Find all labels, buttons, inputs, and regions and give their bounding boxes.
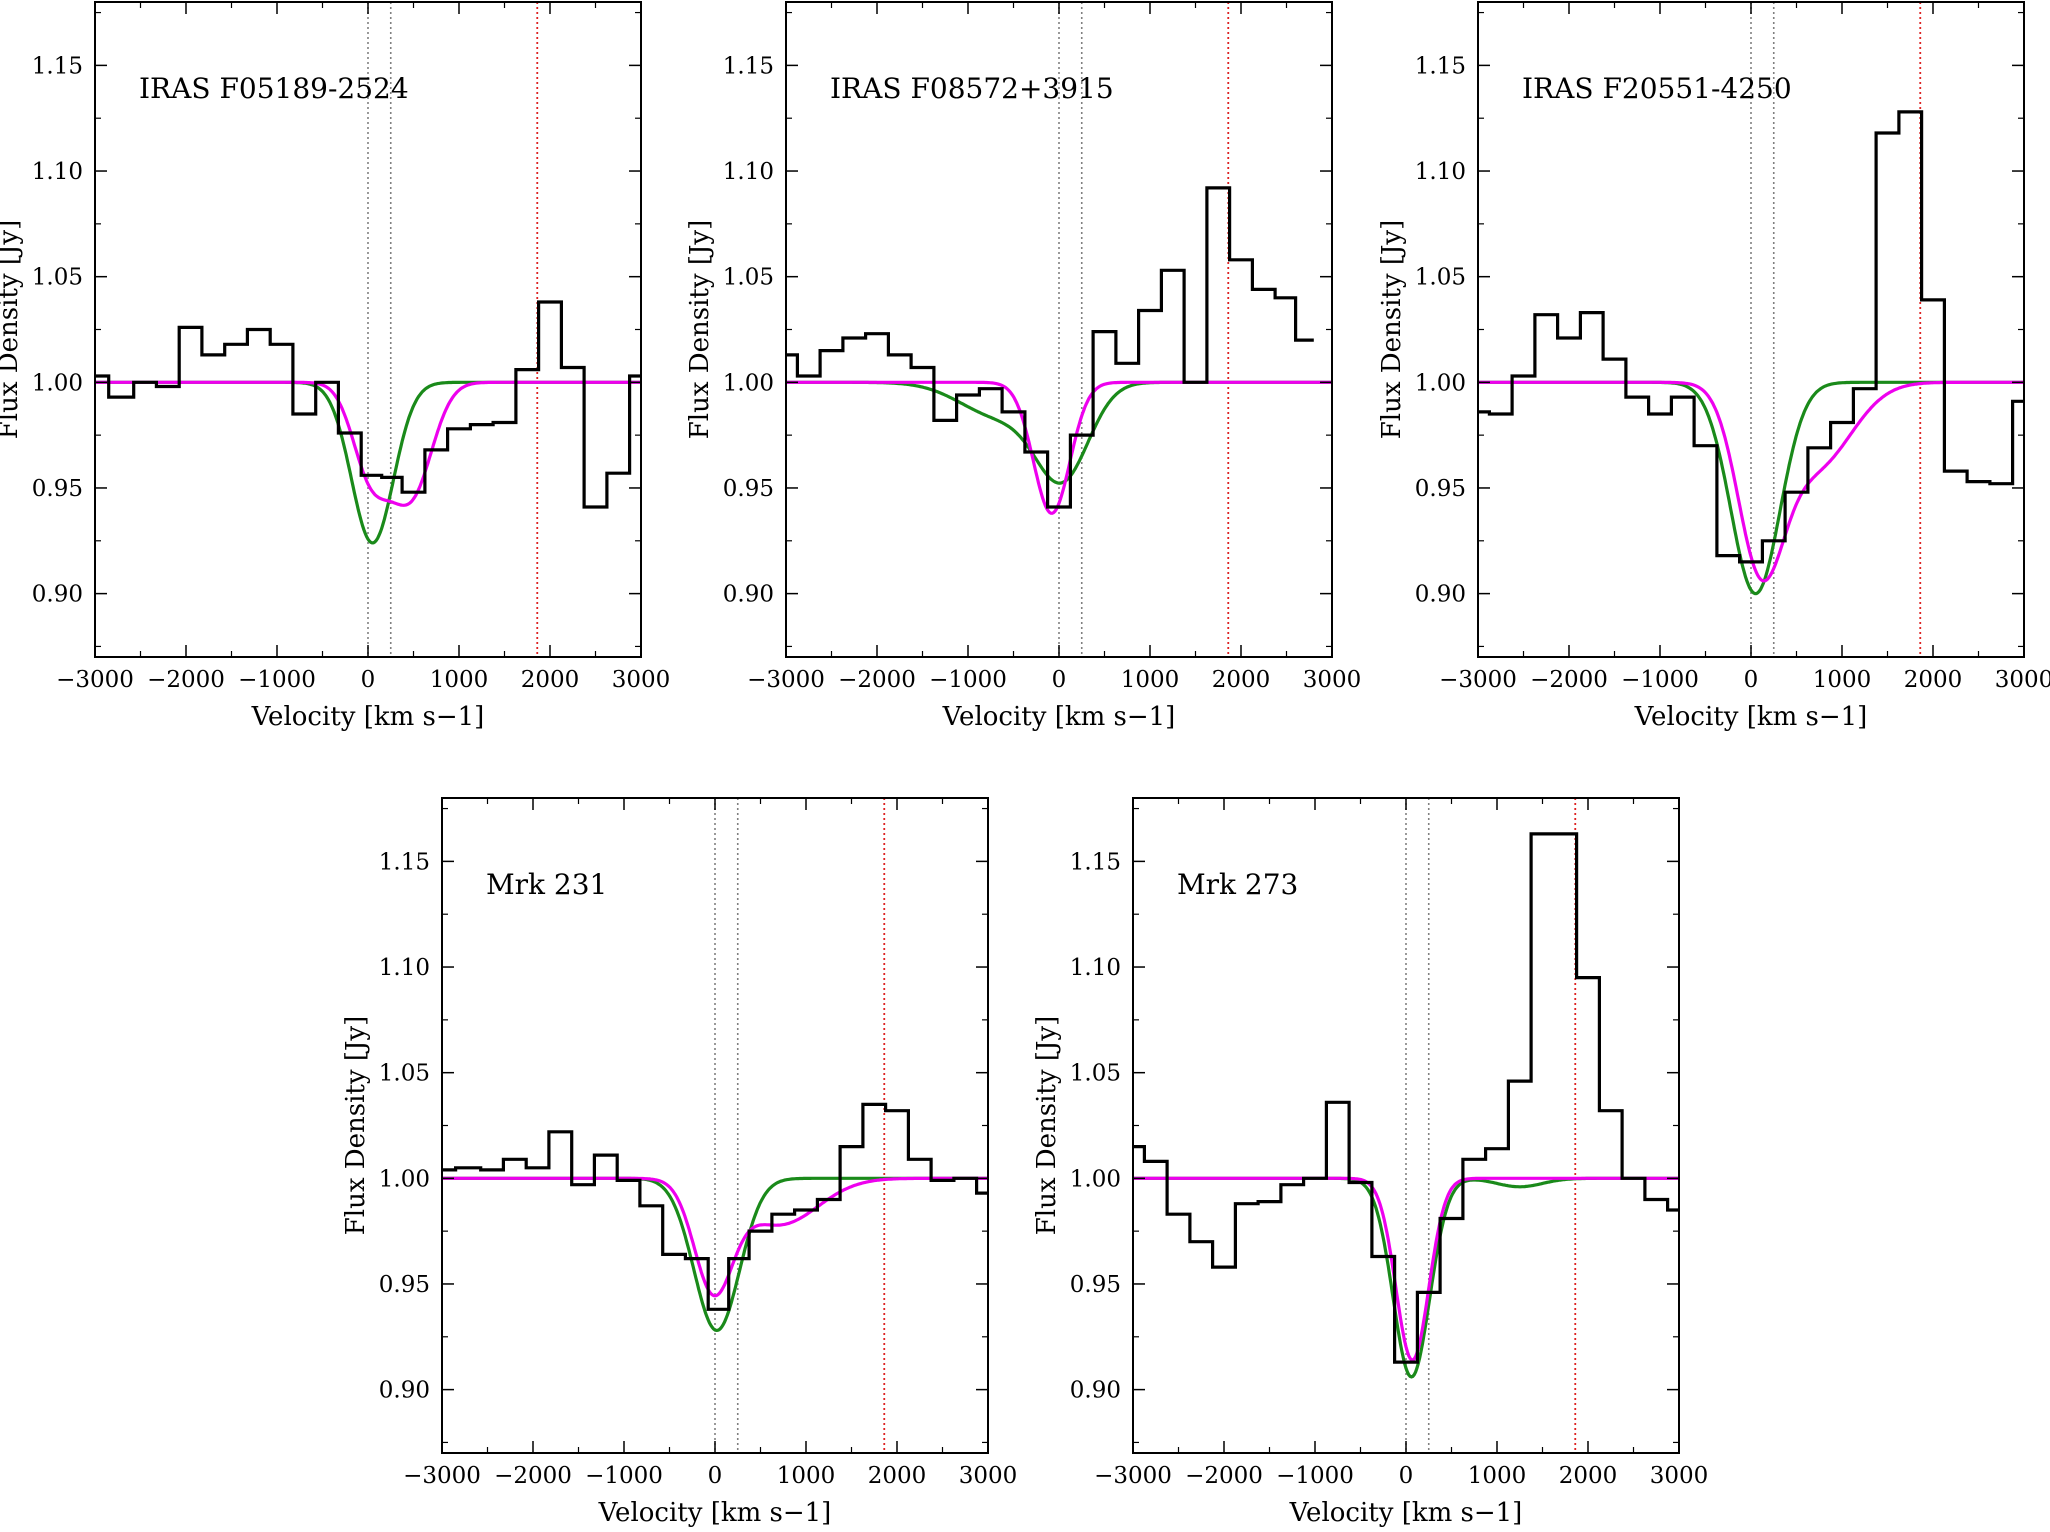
x-tick-label: −3000 (1094, 1463, 1172, 1489)
x-tick-label: −1000 (585, 1463, 663, 1489)
spectrum-step-line (786, 186, 1314, 509)
y-tick-label: 1.05 (1070, 1061, 1121, 1087)
x-tick-label: 1000 (1121, 667, 1180, 693)
y-tick-label: 0.95 (723, 476, 774, 502)
panel-title: IRAS F08572+3915 (830, 72, 1114, 105)
chart-panel-2: −3000 −2000 −1000 0 1000 2000 3000 0.90 0.95 1.00… (685, 1, 1362, 732)
y-tick-label: 1.00 (379, 1166, 430, 1192)
spectrum-step-line (1478, 110, 2024, 564)
spectrum-step-line (442, 1102, 988, 1311)
y-tick-label: 1.15 (32, 53, 83, 79)
x-tick-label: 2000 (1559, 1463, 1618, 1489)
panel-title: IRAS F20551-4250 (1522, 72, 1792, 105)
y-tick-label: 1.05 (32, 265, 83, 291)
x-tick-label: 3000 (1995, 667, 2050, 693)
x-tick-label: 0 (1399, 1463, 1414, 1489)
y-axis-label: Flux Density [Jy] (0, 220, 24, 439)
x-tick-label: −1000 (929, 667, 1007, 693)
x-tick-label: −1000 (1621, 667, 1699, 693)
x-tick-label: 2000 (1904, 667, 1963, 693)
x-axis-label: Velocity [km s−1] (598, 1498, 832, 1528)
y-tick-label: 1.05 (1415, 265, 1466, 291)
y-tick-label: 1.10 (379, 955, 430, 981)
y-axis-label: Flux Density [Jy] (341, 1016, 371, 1235)
y-tick-label: 0.95 (1070, 1272, 1121, 1298)
y-tick-label: 1.15 (1415, 53, 1466, 79)
x-axis-label: Velocity [km s−1] (251, 702, 485, 732)
x-tick-label: 0 (1744, 667, 1759, 693)
y-tick-label: 0.90 (723, 582, 774, 608)
x-tick-label: 3000 (612, 667, 671, 693)
fit-curve-magenta (442, 1176, 988, 1298)
y-tick-label: 1.00 (32, 370, 83, 396)
fit-curve-magenta (95, 380, 641, 507)
chart-panel-3: −3000 −2000 −1000 0 1000 2000 3000 0.90 0.95 1.00… (1377, 1, 2050, 732)
x-tick-label: −2000 (147, 667, 225, 693)
x-tick-label: 1000 (777, 1463, 836, 1489)
x-tick-label: 0 (361, 667, 376, 693)
panel-title: Mrk 273 (1177, 868, 1298, 901)
x-tick-label: −2000 (1185, 1463, 1263, 1489)
y-tick-label: 1.00 (723, 370, 774, 396)
spectrum-step-line (95, 300, 641, 509)
y-tick-label: 1.15 (723, 53, 774, 79)
chart-panel-5: −3000 −2000 −1000 0 1000 2000 3000 0.90 0.95 1.00… (1032, 797, 1709, 1528)
x-tick-label: 3000 (1650, 1463, 1709, 1489)
panel-title: Mrk 231 (486, 868, 607, 901)
y-tick-label: 1.00 (1415, 370, 1466, 396)
spectrum-step-line (1133, 832, 1679, 1364)
x-axis-label: Velocity [km s−1] (1634, 702, 1868, 732)
chart-panel-1: −3000 −2000 −1000 0 1000 2000 3000 0.90 0.95 1.00… (0, 1, 671, 732)
y-tick-label: 0.90 (1415, 582, 1466, 608)
y-axis-label: Flux Density [Jy] (1377, 220, 1407, 439)
y-tick-label: 0.90 (1070, 1378, 1121, 1404)
y-tick-label: 1.00 (1070, 1166, 1121, 1192)
x-axis-label: Velocity [km s−1] (1289, 1498, 1523, 1528)
x-tick-label: 2000 (868, 1463, 927, 1489)
fit-curve-magenta (786, 380, 1332, 515)
y-tick-label: 1.10 (32, 159, 83, 185)
y-tick-label: 1.15 (379, 849, 430, 875)
chart-panel-4: −3000 −2000 −1000 0 1000 2000 3000 0.90 0.95 1.00… (341, 797, 1018, 1528)
x-tick-label: 0 (708, 1463, 723, 1489)
y-axis-label: Flux Density [Jy] (1032, 1016, 1062, 1235)
y-tick-label: 1.15 (1070, 849, 1121, 875)
x-tick-label: 1000 (430, 667, 489, 693)
y-tick-label: 1.10 (1070, 955, 1121, 981)
x-tick-label: 3000 (1303, 667, 1362, 693)
x-tick-label: −3000 (747, 667, 825, 693)
y-tick-label: 1.05 (379, 1061, 430, 1087)
fit-curve-magenta (1478, 380, 2024, 583)
y-tick-label: 0.95 (1415, 476, 1466, 502)
y-tick-label: 0.90 (379, 1378, 430, 1404)
x-tick-label: 2000 (1212, 667, 1271, 693)
x-tick-label: −3000 (56, 667, 134, 693)
y-tick-label: 0.95 (379, 1272, 430, 1298)
y-tick-label: 0.90 (32, 582, 83, 608)
x-tick-label: 1000 (1813, 667, 1872, 693)
x-tick-label: −3000 (403, 1463, 481, 1489)
x-tick-label: −1000 (238, 667, 316, 693)
fit-curve-magenta (1133, 1176, 1679, 1362)
x-tick-label: 0 (1052, 667, 1067, 693)
y-tick-label: 1.10 (1415, 159, 1466, 185)
y-tick-label: 1.10 (723, 159, 774, 185)
x-axis-label: Velocity [km s−1] (942, 702, 1176, 732)
y-tick-label: 0.95 (32, 476, 83, 502)
x-tick-label: −2000 (1530, 667, 1608, 693)
x-tick-label: −3000 (1439, 667, 1517, 693)
x-tick-label: −1000 (1276, 1463, 1354, 1489)
x-tick-label: 3000 (959, 1463, 1018, 1489)
x-tick-label: −2000 (494, 1463, 572, 1489)
x-tick-label: −2000 (838, 667, 916, 693)
y-tick-label: 1.05 (723, 265, 774, 291)
panel-title: IRAS F05189-2524 (139, 72, 409, 105)
x-tick-label: 1000 (1468, 1463, 1527, 1489)
x-tick-label: 2000 (521, 667, 580, 693)
y-axis-label: Flux Density [Jy] (685, 220, 715, 439)
